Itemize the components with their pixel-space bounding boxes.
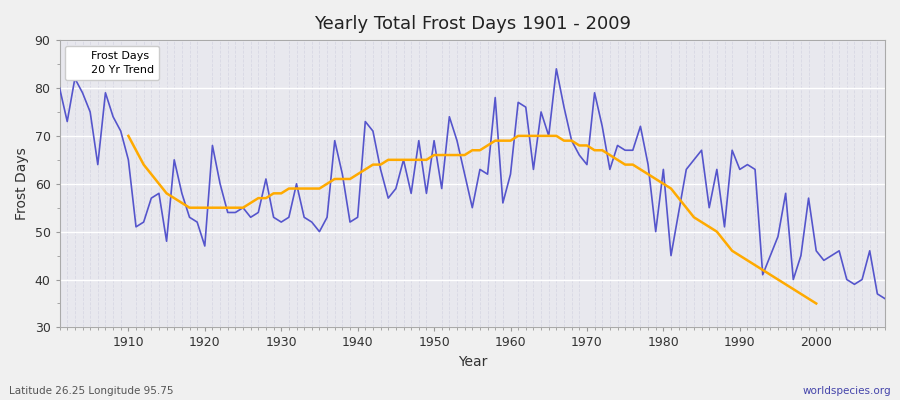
Frost Days (54, 86, 65, 90)
Frost Days (605, 167, 616, 172)
Text: Latitude 26.25 Longitude 95.75: Latitude 26.25 Longitude 95.75 (9, 386, 174, 396)
Line: Frost Days: Frost Days (59, 69, 885, 299)
Frost Days (551, 66, 562, 71)
Frost Days (284, 215, 294, 220)
20 Yr Trend (123, 134, 134, 138)
Title: Yearly Total Frost Days 1901 - 2009: Yearly Total Frost Days 1901 - 2009 (314, 15, 631, 33)
20 Yr Trend (299, 186, 310, 191)
20 Yr Trend (207, 205, 218, 210)
Frost Days (498, 200, 508, 205)
20 Yr Trend (811, 301, 822, 306)
20 Yr Trend (788, 287, 798, 292)
Line: 20 Yr Trend: 20 Yr Trend (129, 136, 816, 304)
Legend: Frost Days, 20 Yr Trend: Frost Days, 20 Yr Trend (65, 46, 159, 80)
Frost Days (115, 129, 126, 134)
Frost Days (329, 138, 340, 143)
20 Yr Trend (704, 224, 715, 229)
Y-axis label: Frost Days: Frost Days (15, 147, 29, 220)
20 Yr Trend (284, 186, 294, 191)
X-axis label: Year: Year (457, 355, 487, 369)
20 Yr Trend (796, 292, 806, 296)
Text: worldspecies.org: worldspecies.org (803, 386, 891, 396)
Frost Days (505, 172, 516, 176)
Frost Days (879, 296, 890, 301)
